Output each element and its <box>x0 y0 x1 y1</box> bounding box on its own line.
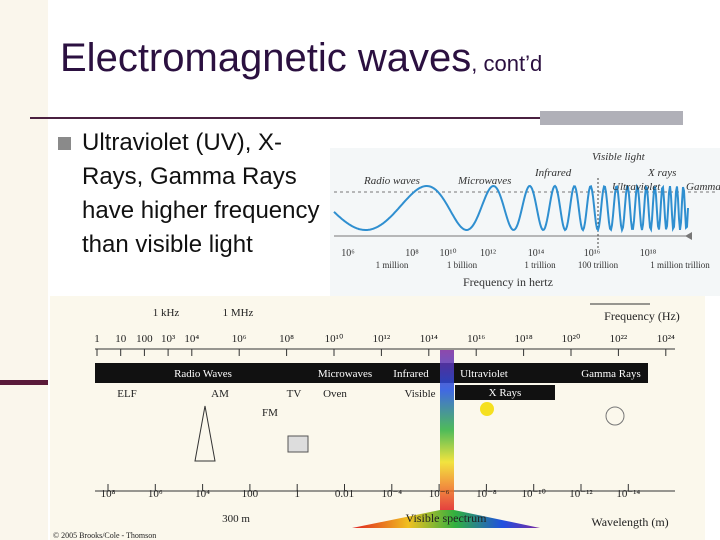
sub-band-label: Visible <box>404 388 435 400</box>
tick-label: 10⁸ <box>405 248 419 259</box>
band-bar <box>95 363 648 383</box>
band-label: Infrared <box>393 368 429 380</box>
tick-note: 1 MHz <box>223 307 254 319</box>
band-label: Ultraviolet <box>460 368 508 380</box>
band-label: Microwaves <box>457 175 511 187</box>
wave <box>333 183 689 234</box>
band-label: Gamma Rays <box>581 368 641 380</box>
tick-label: 10¹⁰ <box>439 248 456 259</box>
figure-bg <box>50 296 705 540</box>
tick-label: 10¹⁸ <box>640 248 657 259</box>
wave-tick-label: 10⁸ <box>101 488 116 500</box>
freq-tick-label: 10⁶ <box>232 333 247 345</box>
sub-band-label: FM <box>262 407 278 419</box>
freq-tick-label: 10¹² <box>373 333 391 345</box>
tick-note: 300 m <box>222 513 250 525</box>
figure-bottom: Frequency (Hz) 1 kHz 1 MHz 1 10 100 10³ 10⁴ 10⁶ 1… <box>50 296 705 540</box>
tick-name: 1 trillion <box>524 260 556 270</box>
freq-tick-label: 100 <box>136 333 153 345</box>
visible-band <box>440 350 454 510</box>
wave-tick-label: 10⁶ <box>148 488 163 500</box>
wave-tick-label: 10⁴ <box>195 488 210 500</box>
freq-tick-label: 1 <box>94 333 100 345</box>
band-label: Ultraviolet <box>612 181 661 193</box>
atom-icon <box>605 406 625 426</box>
sub-band-label: ELF <box>117 388 137 400</box>
wave-tick-label: 100 <box>242 488 259 500</box>
freq-tick-label: 10³ <box>161 333 176 345</box>
band-label: Infrared <box>534 167 572 179</box>
credit: © 2005 Brooks/Cole - Thomson <box>53 531 156 540</box>
freq-tick-label: 10¹⁴ <box>420 333 438 345</box>
wave-tick-label: 10⁻¹⁰ <box>521 488 546 500</box>
freq-tick-label: 10²² <box>610 333 628 345</box>
bullet-marker <box>58 137 71 150</box>
freq-tick-label: 10¹⁰ <box>325 333 344 345</box>
tick-label: 10¹² <box>480 248 496 259</box>
title: Electromagnetic waves, cont’d <box>60 36 542 81</box>
axis-label: Wavelength (m) <box>591 515 668 529</box>
tick-label: 10⁶ <box>341 248 355 259</box>
title-rule <box>30 117 540 119</box>
bullet-text: Ultraviolet (UV), X-Rays, Gamma Rays hav… <box>82 129 320 258</box>
band-label: Radio Waves <box>174 368 232 380</box>
freq-tick-label: 10²⁰ <box>562 333 581 345</box>
tick-name: 1 billion <box>447 260 478 270</box>
freq-tick-label: 10²⁴ <box>657 333 675 345</box>
tick-name: 1 million trillion <box>650 260 710 270</box>
wave-tick-label: 0.01 <box>335 488 354 500</box>
title-main: Electromagnetic waves <box>60 36 472 80</box>
tower-icon <box>194 405 216 462</box>
freq-tick-label: 10⁸ <box>279 333 294 345</box>
freq-tick-label: 10 <box>115 333 127 345</box>
figure-top: Radio waves Microwaves Infrared Visible lig… <box>330 148 720 296</box>
band-label: X Rays <box>489 387 522 399</box>
side-bar <box>0 380 48 385</box>
sub-band-label: TV <box>287 388 302 400</box>
sub-band-label: AM <box>211 388 229 400</box>
axis-label: Frequency (Hz) <box>604 309 680 323</box>
freq-tick-label: 10¹⁶ <box>467 333 485 345</box>
title-accent <box>540 111 683 125</box>
band-label: Radio waves <box>363 175 420 187</box>
wave-tick-label: 10⁻⁶ <box>429 488 450 500</box>
tick-label: 10¹⁴ <box>528 248 545 259</box>
arrow <box>685 232 692 240</box>
figure-bg <box>330 148 720 296</box>
wave-tick-label: 1 <box>294 488 300 500</box>
freq-tick-label: 10¹⁸ <box>515 333 533 345</box>
band-label: X rays <box>647 167 676 179</box>
tick-label: 10¹⁶ <box>584 248 601 259</box>
freq-tick-label: 10⁴ <box>184 333 199 345</box>
wave-tick-label: 10⁻¹² <box>569 488 593 500</box>
band-label: Visible light <box>592 151 646 163</box>
xray-bar <box>455 385 555 400</box>
sub-band-label: Oven <box>323 388 347 400</box>
tick-note: 1 kHz <box>153 307 180 319</box>
band-label: Gamma rays <box>686 181 720 193</box>
title-suffix: , cont’d <box>471 51 543 76</box>
wave-tick-label: 10⁻¹⁴ <box>616 488 640 500</box>
band-label: Microwaves <box>318 368 372 380</box>
wave-tick-label: 10⁻⁸ <box>476 488 497 500</box>
tick-name: 100 trillion <box>578 260 619 270</box>
sun-icon <box>480 402 494 416</box>
bullet: Ultraviolet (UV), X-Rays, Gamma Rays hav… <box>58 126 323 262</box>
tick-name: 1 million <box>376 260 409 270</box>
axis-label: Frequency in hertz <box>463 275 553 289</box>
side-panel <box>0 0 48 540</box>
visible-spectrum <box>352 510 540 528</box>
spectrum-label: Visible spectrum <box>406 511 488 525</box>
tv-icon <box>287 435 309 453</box>
wave-tick-label: 10⁻⁴ <box>381 488 402 500</box>
